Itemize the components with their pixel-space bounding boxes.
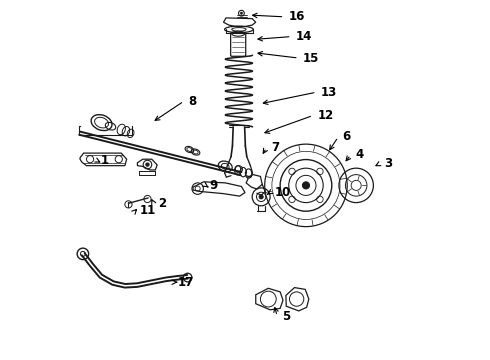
- Text: 13: 13: [321, 86, 337, 99]
- Text: 2: 2: [158, 197, 166, 210]
- Text: 15: 15: [303, 51, 319, 64]
- Text: 5: 5: [282, 310, 290, 323]
- Text: 16: 16: [289, 10, 305, 23]
- Text: 6: 6: [343, 130, 351, 144]
- Text: 17: 17: [177, 276, 194, 289]
- Text: 1: 1: [100, 154, 109, 167]
- Text: 3: 3: [384, 157, 392, 170]
- Text: 10: 10: [274, 186, 291, 199]
- Circle shape: [146, 163, 149, 166]
- Text: 9: 9: [210, 179, 218, 192]
- Text: 12: 12: [318, 109, 334, 122]
- Text: 7: 7: [271, 141, 279, 154]
- Text: 14: 14: [296, 30, 312, 43]
- Text: 8: 8: [188, 95, 196, 108]
- Circle shape: [259, 195, 263, 199]
- Text: 11: 11: [140, 204, 156, 217]
- Circle shape: [240, 12, 243, 14]
- Circle shape: [280, 159, 332, 211]
- Text: 4: 4: [355, 148, 364, 161]
- Circle shape: [302, 182, 310, 189]
